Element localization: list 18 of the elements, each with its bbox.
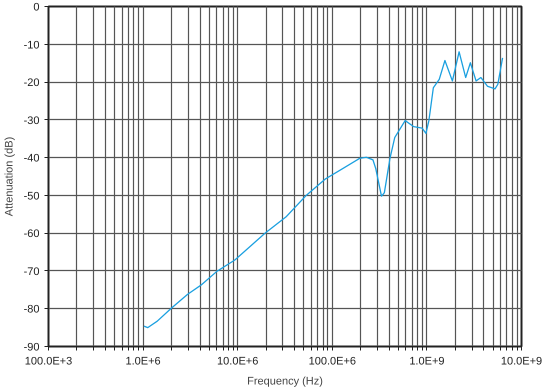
y-tick-label: -10 bbox=[24, 39, 40, 52]
x-tick-label: 100.0E+6 bbox=[308, 356, 356, 368]
y-tick-label: -70 bbox=[24, 266, 40, 278]
x-tick-label: 1.0E+6 bbox=[126, 356, 161, 368]
x-axis-title: Frequency (Hz) bbox=[247, 376, 323, 388]
y-tick-label: -20 bbox=[24, 77, 40, 90]
x-tick-label: 1.0E+9 bbox=[409, 356, 444, 368]
x-tick-label: 100.0E+3 bbox=[24, 356, 72, 368]
x-tick-label: 10.0E+9 bbox=[500, 356, 542, 368]
y-axis-title: Attenuation (dB) bbox=[4, 136, 16, 216]
y-tick-label: -60 bbox=[24, 228, 40, 240]
y-tick-label: -90 bbox=[24, 342, 40, 354]
y-tick-label: -80 bbox=[24, 304, 40, 316]
x-tick-label: 10.0E+6 bbox=[217, 356, 258, 368]
y-tick-label: -40 bbox=[24, 152, 40, 165]
y-tick-label: 0 bbox=[33, 2, 40, 14]
y-tick-label: -30 bbox=[24, 114, 40, 127]
y-tick-label: -50 bbox=[24, 190, 40, 202]
